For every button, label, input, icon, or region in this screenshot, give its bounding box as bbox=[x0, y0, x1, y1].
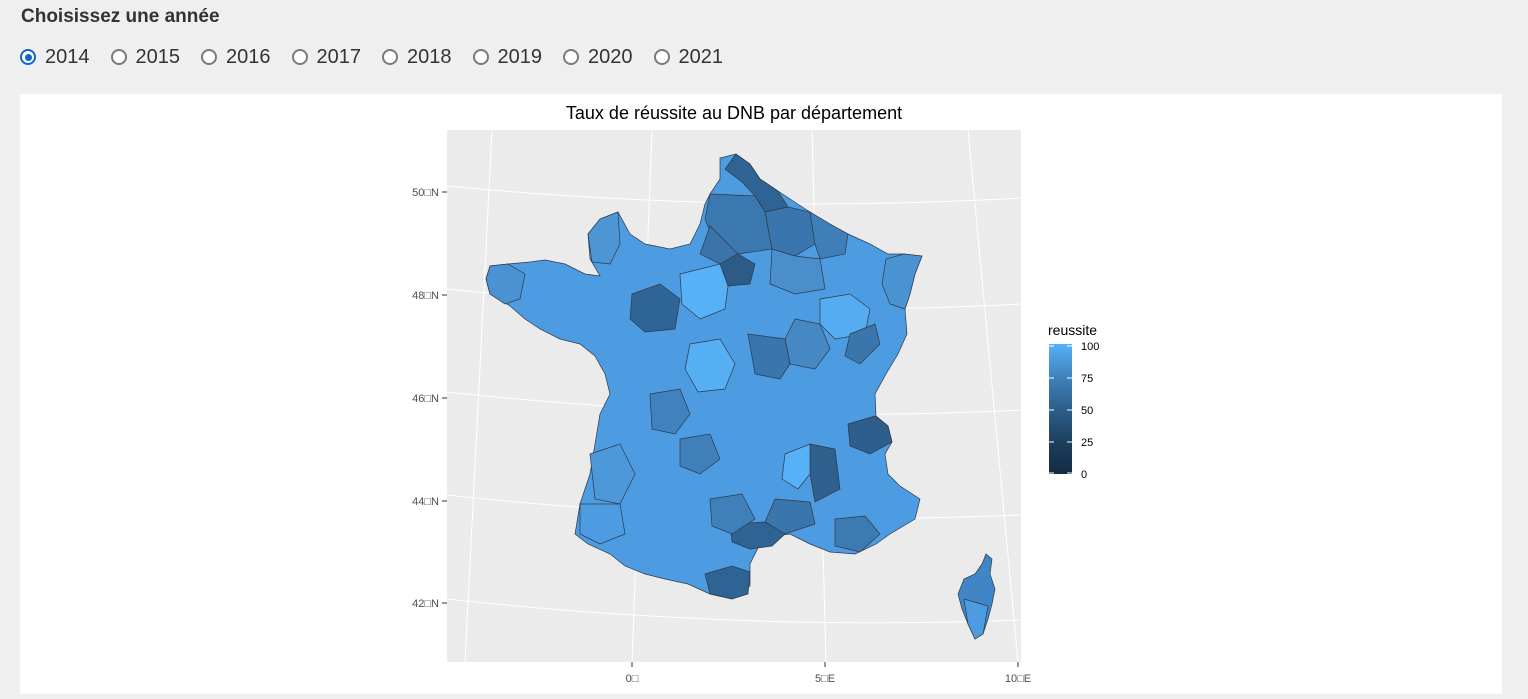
radio-label: 2021 bbox=[678, 45, 724, 68]
dept-alsace bbox=[881, 253, 923, 310]
lon-label: 10□E bbox=[1005, 673, 1031, 685]
radio-button-icon[interactable] bbox=[201, 49, 217, 65]
radio-label: 2014 bbox=[45, 45, 90, 68]
legend-tick: 75 bbox=[1081, 373, 1093, 385]
radio-button-icon[interactable] bbox=[653, 49, 670, 65]
radio-button-icon[interactable] bbox=[110, 49, 127, 65]
dept-herault bbox=[729, 521, 786, 550]
legend-colorbar bbox=[1049, 344, 1072, 474]
radio-label: 2017 bbox=[316, 45, 362, 68]
lat-axis: 50□N 48□N 46□N 44□N 42□N bbox=[412, 187, 447, 610]
dept-cher bbox=[684, 338, 736, 393]
radio-label: 2016 bbox=[226, 45, 271, 68]
lat-label: 48□N bbox=[412, 290, 439, 302]
dept-sarthe bbox=[629, 283, 681, 333]
dept-haute-vienne bbox=[649, 388, 691, 435]
lat-label: 44□N bbox=[412, 496, 439, 508]
radio-2017[interactable]: 2017 bbox=[291, 44, 362, 70]
radio-label: 2015 bbox=[135, 45, 181, 68]
map-title: Taux de réussite au DNB par département bbox=[566, 103, 902, 123]
radio-button-icon[interactable] bbox=[291, 49, 308, 65]
radio-2019[interactable]: 2019 bbox=[472, 44, 543, 70]
radio-button-icon[interactable] bbox=[382, 49, 398, 65]
corsica-south bbox=[963, 598, 989, 640]
radio-2014[interactable]: 2014 bbox=[20, 44, 90, 70]
lon-label: 0□ bbox=[626, 673, 639, 685]
legend-title: reussite bbox=[1048, 322, 1097, 338]
radio-2016[interactable]: 2016 bbox=[201, 44, 271, 70]
dept-ardeche bbox=[781, 443, 811, 490]
dept-manche bbox=[587, 211, 621, 265]
france-departments bbox=[485, 153, 923, 600]
radio-button-icon[interactable] bbox=[20, 49, 36, 65]
dept-correze bbox=[679, 433, 721, 475]
radio-label: 2020 bbox=[588, 45, 633, 68]
legend-tick: 100 bbox=[1081, 341, 1099, 353]
lat-label: 42□N bbox=[412, 598, 439, 610]
radio-button-icon[interactable] bbox=[563, 49, 579, 65]
lon-axis: 0□ 5□E 10□E bbox=[626, 662, 1031, 685]
dept-nievre bbox=[747, 333, 791, 380]
lat-label: 46□N bbox=[412, 393, 439, 405]
dept-jura bbox=[844, 323, 881, 365]
map-plot-panel: Taux de réussite au DNB par département bbox=[20, 94, 1502, 694]
radio-2015[interactable]: 2015 bbox=[110, 44, 181, 70]
dept-ardennes bbox=[809, 211, 849, 260]
radio-button-icon[interactable] bbox=[472, 49, 489, 65]
dept-pyrenees-orientales bbox=[704, 565, 751, 600]
dept-marne bbox=[769, 248, 826, 295]
dept-aveyron bbox=[709, 493, 756, 535]
dept-gard bbox=[764, 498, 816, 535]
color-legend: reussite 100 75 50 25 0 bbox=[1048, 322, 1099, 481]
legend-tick: 25 bbox=[1081, 437, 1093, 449]
year-radio-group: 2014 2015 2016 2017 2018 2019 2020 2021 bbox=[20, 44, 744, 70]
lat-label: 50□N bbox=[412, 187, 439, 199]
dept-aisne bbox=[764, 206, 816, 257]
choropleth-map: Taux de réussite au DNB par département bbox=[412, 103, 1099, 685]
radio-2021[interactable]: 2021 bbox=[653, 44, 724, 70]
radio-2018[interactable]: 2018 bbox=[382, 44, 452, 70]
dept-gironde bbox=[589, 443, 636, 505]
dept-finistere bbox=[485, 263, 526, 305]
lon-label: 5□E bbox=[815, 673, 835, 685]
dept-landes bbox=[579, 503, 626, 545]
dept-eure-et-loir bbox=[679, 263, 729, 320]
dept-haute-savoie bbox=[847, 415, 893, 455]
legend-tick: 0 bbox=[1081, 469, 1087, 481]
radio-label: 2019 bbox=[497, 45, 543, 68]
radio-2020[interactable]: 2020 bbox=[563, 44, 633, 70]
dept-var bbox=[834, 515, 881, 553]
year-selector-title: Choisissez une année bbox=[21, 6, 220, 27]
radio-label: 2018 bbox=[407, 45, 452, 68]
legend-tick: 50 bbox=[1081, 405, 1093, 417]
